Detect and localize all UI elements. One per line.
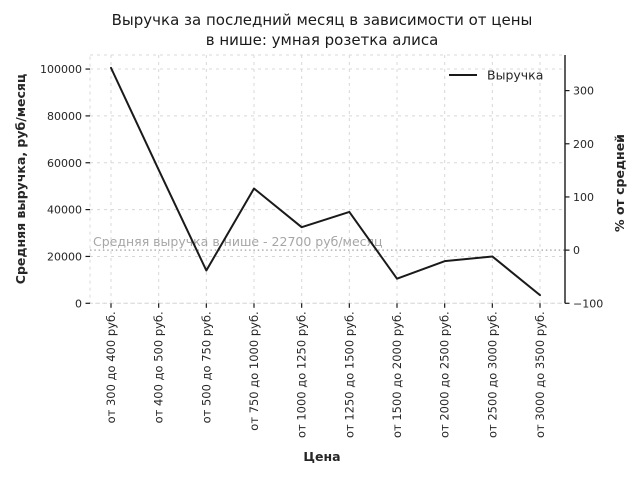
chart-title-line1: Выручка за последний месяц в зависимости…: [112, 11, 533, 29]
y-left-tick-label: 20000: [47, 250, 82, 263]
x-category-label: от 3000 до 3500 руб.: [533, 311, 547, 438]
x-category-label: от 1000 до 1250 руб.: [295, 311, 309, 438]
y-left-tick-label: 80000: [47, 110, 82, 123]
y-left-tick-label: 100000: [40, 63, 82, 76]
y-left-tick-label: 60000: [47, 157, 82, 170]
x-category-label: от 400 до 500 руб.: [152, 311, 166, 423]
x-axis-label: Цена: [303, 449, 340, 464]
axes-layer: 0 20000 40000 60000 80000 100000 от 300 до 400…: [40, 63, 603, 438]
y-right-tick-label: −100: [573, 297, 603, 310]
chart-title-line2: в нише: умная розетка алиса: [206, 31, 439, 49]
plot-area-frame: [89, 54, 566, 304]
y-left-tick-label: 40000: [47, 204, 82, 217]
legend-label: Выручка: [487, 68, 543, 83]
x-category-label: от 2000 до 2500 руб.: [438, 311, 452, 438]
average-annotation: Средняя выручка в нише - 22700 руб/месяц: [93, 234, 383, 249]
y-right-tick-label: 100: [573, 191, 594, 204]
grid-layer: [90, 55, 565, 304]
x-category-label: от 300 до 400 руб.: [104, 311, 118, 423]
x-category-label: от 1250 до 1500 руб.: [342, 311, 356, 438]
x-category-label: от 1500 до 2000 руб.: [390, 311, 404, 438]
y-left-tick-label: 0: [75, 297, 82, 310]
x-category-label: от 2500 до 3000 руб.: [485, 311, 499, 438]
y-right-tick-label: 200: [573, 138, 594, 151]
x-category-label: от 750 до 1000 руб.: [247, 311, 261, 430]
revenue-line: [110, 66, 541, 297]
y-right-tick-label: 0: [573, 244, 580, 257]
y-axis-right-label: % от средней: [612, 134, 627, 232]
y-axis-left-label: Средняя выручка, руб/месяц: [13, 74, 28, 284]
legend: Выручка: [449, 68, 543, 83]
x-category-label: от 500 до 750 руб.: [199, 311, 213, 423]
y-right-tick-label: 300: [573, 85, 594, 98]
